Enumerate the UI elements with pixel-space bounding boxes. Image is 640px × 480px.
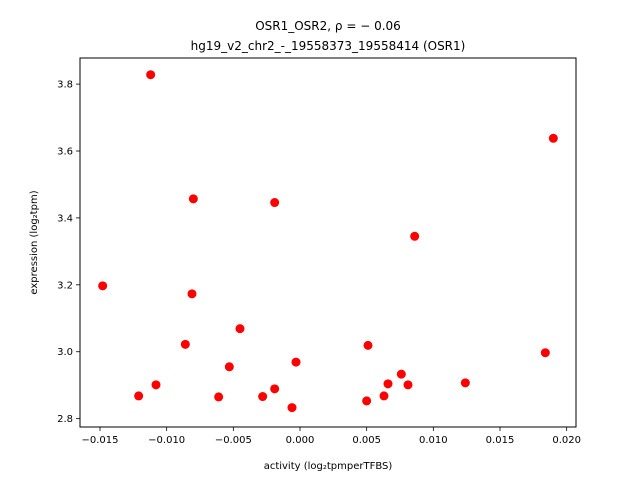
- data-point: [188, 194, 198, 204]
- chart-title-line2: hg19_v2_chr2_-_19558373_19558414 (OSR1): [191, 39, 466, 53]
- x-tick-label: 0.000: [286, 435, 315, 446]
- data-point: [460, 378, 470, 388]
- data-point: [224, 362, 234, 372]
- data-point: [362, 396, 372, 406]
- data-point: [410, 231, 420, 241]
- y-tick-label: 3.6: [57, 147, 73, 158]
- data-point: [270, 384, 280, 394]
- y-axis-label: expression (log₂tpm): [29, 190, 40, 294]
- data-point: [548, 133, 558, 143]
- data-point: [151, 380, 161, 390]
- x-tick-label: 0.015: [486, 435, 515, 446]
- x-tick-label: 0.010: [419, 435, 448, 446]
- y-tick-label: 3.2: [57, 280, 73, 291]
- x-axis-label: activity (log₂tpmperTFBS): [264, 461, 393, 472]
- data-point: [287, 403, 297, 413]
- data-point: [403, 380, 413, 390]
- data-points: [98, 70, 558, 413]
- x-tick-label: −0.005: [215, 435, 252, 446]
- data-point: [363, 340, 373, 350]
- y-tick-label: 3.8: [57, 80, 73, 91]
- chart-title-line1: OSR1_OSR2, ρ = − 0.06: [255, 19, 401, 33]
- data-point: [98, 281, 108, 291]
- data-point: [187, 289, 197, 299]
- data-point: [291, 357, 301, 367]
- data-point: [214, 392, 224, 402]
- x-tick-label: −0.015: [81, 435, 118, 446]
- x-axis-ticks: −0.015 −0.010 −0.005 0.000 0.005 0.010 0.015 0.…: [81, 427, 581, 446]
- x-tick-label: 0.020: [552, 435, 581, 446]
- data-point: [258, 392, 268, 402]
- y-tick-label: 3.4: [57, 213, 73, 224]
- data-point: [270, 198, 280, 208]
- y-tick-label: 2.8: [57, 414, 73, 425]
- data-point: [180, 339, 190, 349]
- data-point: [379, 391, 389, 401]
- y-axis-ticks: 2.8 3.0 3.2 3.4 3.6 3.8: [57, 80, 80, 425]
- data-point: [134, 391, 144, 401]
- data-point: [235, 324, 245, 334]
- data-point: [396, 369, 406, 379]
- data-point: [383, 379, 393, 389]
- data-point: [540, 348, 550, 358]
- x-tick-label: −0.010: [148, 435, 185, 446]
- plot-area-frame: [79, 57, 577, 428]
- y-tick-label: 3.0: [57, 347, 73, 358]
- x-tick-label: 0.005: [352, 435, 381, 446]
- data-point: [146, 70, 156, 80]
